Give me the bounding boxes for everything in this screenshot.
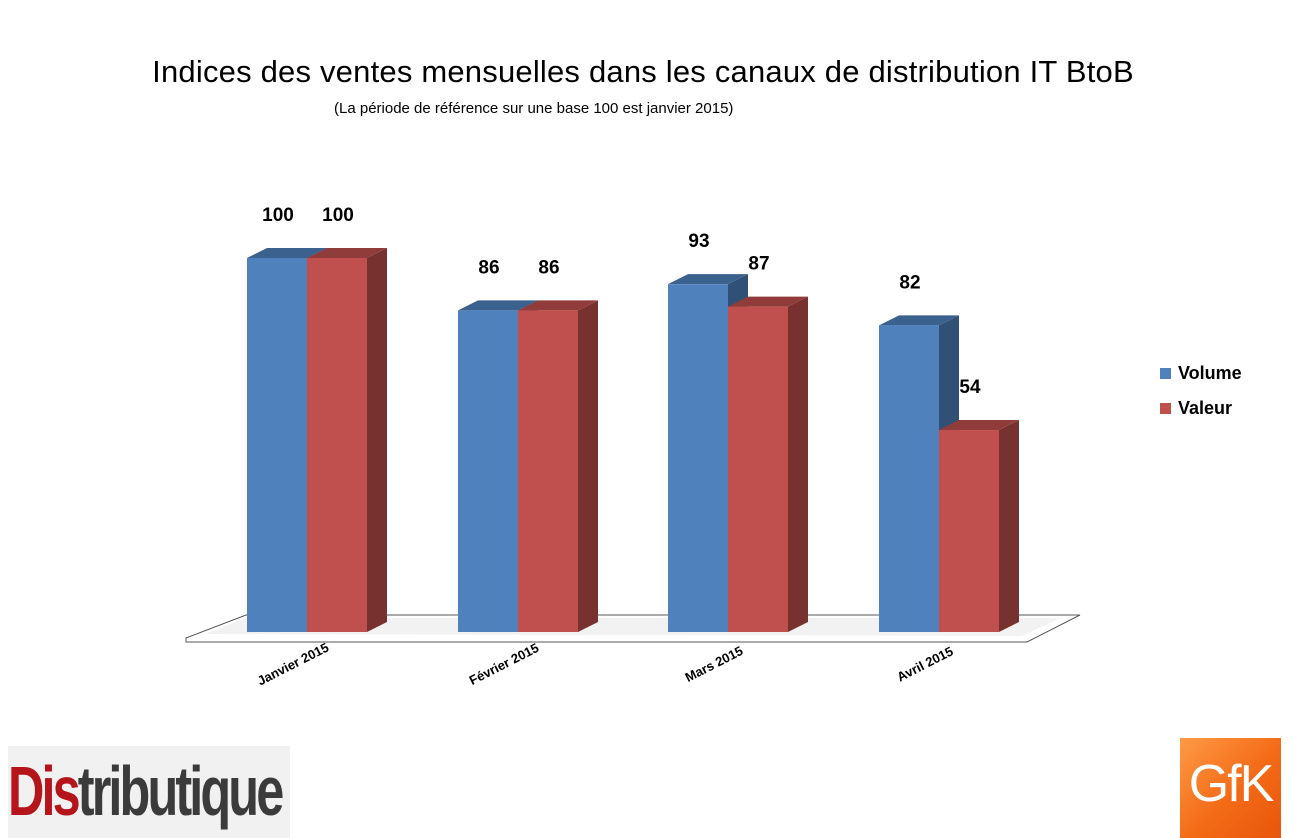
bar-volume-1 — [458, 310, 518, 632]
bar-volume-3 — [879, 325, 939, 632]
bar-valeur-0 — [307, 258, 367, 632]
logo-text-dark: tributique — [77, 752, 284, 830]
bar-top-volume-0 — [247, 248, 327, 258]
chart-legend: Volume Valeur — [1160, 356, 1242, 426]
x-tick-label-2: Mars 2015 — [683, 643, 746, 685]
bar-side-valeur-0 — [367, 248, 387, 632]
legend-swatch-valeur — [1160, 403, 1171, 414]
logo-text-red: Dis — [8, 752, 81, 830]
gfk-logo: GfK — [1180, 738, 1281, 838]
bar-valeur-2 — [728, 306, 788, 632]
legend-item-valeur: Valeur — [1160, 391, 1242, 426]
data-label-valeur-3: 54 — [959, 377, 981, 398]
x-tick-label-3: Avril 2015 — [894, 643, 955, 684]
bar-side-valeur-1 — [578, 300, 598, 632]
data-label-volume-0: 100 — [262, 205, 294, 226]
distributique-logo: Distributique — [8, 746, 290, 838]
bar-top-valeur-2 — [728, 296, 808, 307]
legend-label-valeur: Valeur — [1178, 398, 1233, 418]
bar-side-valeur-3 — [999, 420, 1019, 632]
data-label-valeur-2: 87 — [748, 254, 769, 275]
data-label-valeur-0: 100 — [322, 205, 354, 226]
bar-volume-0 — [247, 258, 307, 632]
legend-label-volume: Volume — [1178, 363, 1242, 383]
bar-top-valeur-0 — [307, 248, 387, 258]
bar-top-volume-2 — [668, 274, 748, 285]
data-label-volume-1: 86 — [478, 257, 499, 278]
legend-swatch-volume — [1160, 368, 1171, 379]
data-label-volume-2: 93 — [688, 231, 709, 252]
chart-subtitle: (La période de référence sur une base 10… — [334, 100, 734, 117]
data-label-valeur-1: 86 — [538, 257, 559, 278]
bar-volume-2 — [668, 284, 728, 632]
gfk-logo-text: GfK — [1188, 755, 1275, 813]
chart-title: Indices des ventes mensuelles dans les c… — [152, 54, 1134, 89]
x-tick-label-0: Janvier 2015 — [255, 640, 331, 689]
bar-top-valeur-3 — [939, 420, 1019, 431]
bar-top-volume-1 — [458, 300, 538, 311]
bar-side-valeur-2 — [788, 296, 808, 632]
bar-top-volume-3 — [879, 315, 959, 326]
bar-valeur-1 — [518, 310, 578, 632]
bar-top-valeur-1 — [518, 300, 598, 311]
x-tick-label-1: Février 2015 — [467, 640, 541, 688]
legend-item-volume: Volume — [1160, 356, 1242, 391]
data-label-volume-3: 82 — [899, 272, 920, 293]
bar-valeur-3 — [939, 430, 999, 632]
chart-floor-shadow — [205, 618, 1060, 636]
